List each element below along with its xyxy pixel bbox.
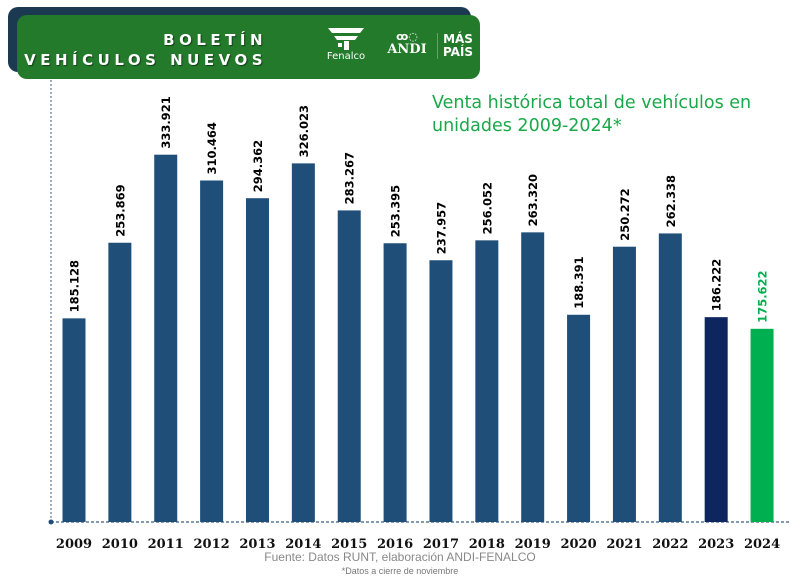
bar-2023 xyxy=(704,317,728,522)
bulletin-title-line2: VEHÍCULOS NUEVOS xyxy=(24,51,267,69)
x-tick-label-2010: 2010 xyxy=(102,537,138,552)
bar-2017 xyxy=(429,260,453,522)
bar-2018 xyxy=(475,240,499,522)
data-label-2011: 333.921 xyxy=(159,96,173,148)
bulletin-title-line1: BOLETÍN xyxy=(163,31,267,49)
x-tick-label-2017: 2017 xyxy=(423,537,459,552)
x-tick-label-2011: 2011 xyxy=(148,537,184,552)
x-tick-label-2024: 2024 xyxy=(744,537,780,552)
bulletin-title: BOLETÍN VEHÍCULOS NUEVOS xyxy=(24,30,267,70)
x-tick-label-2018: 2018 xyxy=(469,537,505,552)
data-label-2022: 262.338 xyxy=(664,175,678,227)
x-tick-label-2013: 2013 xyxy=(239,537,275,552)
data-label-2013: 294.362 xyxy=(251,140,265,192)
bar-2009 xyxy=(62,318,86,522)
fenalco-mark-icon xyxy=(328,28,364,50)
x-tick-label-2012: 2012 xyxy=(194,537,230,552)
x-tick-label-2022: 2022 xyxy=(652,537,688,552)
bar-2024 xyxy=(750,328,774,522)
mas-pais-logo: MÁS PAÍS xyxy=(437,33,478,59)
x-tick-label-2019: 2019 xyxy=(515,537,551,552)
bar-2019 xyxy=(521,232,545,522)
bar-2020 xyxy=(567,314,591,522)
data-label-2016: 253.395 xyxy=(389,185,403,237)
x-tick-label-2015: 2015 xyxy=(331,537,367,552)
data-label-2010: 253.869 xyxy=(113,184,127,236)
bar-2016 xyxy=(383,243,407,522)
andi-rings-icon: ꝏ◌ xyxy=(396,30,418,43)
data-footnote: *Datos a cierre de noviembre xyxy=(341,566,459,576)
data-label-2023: 186.222 xyxy=(710,259,724,311)
source-note: Fuente: Datos RUNT, elaboración ANDI-FEN… xyxy=(264,550,536,564)
x-tick-label-2021: 2021 xyxy=(606,537,642,552)
data-label-2014: 326.023 xyxy=(297,105,311,157)
x-tick-label-2023: 2023 xyxy=(698,537,734,552)
fenalco-logo: Fenalco xyxy=(320,25,372,62)
bar-2013 xyxy=(245,198,269,523)
data-label-2012: 310.464 xyxy=(205,122,219,174)
bar-2011 xyxy=(154,154,178,523)
x-tick-label-2016: 2016 xyxy=(377,537,413,552)
data-label-2018: 256.052 xyxy=(480,182,494,234)
data-label-2015: 283.267 xyxy=(343,152,357,204)
data-label-2024: 175.622 xyxy=(756,270,770,322)
x-tick-label-2020: 2020 xyxy=(560,537,596,552)
bar-2010 xyxy=(108,242,132,523)
data-label-2019: 263.320 xyxy=(526,174,540,226)
data-label-2017: 237.957 xyxy=(434,202,448,254)
bar-2021 xyxy=(612,246,636,522)
bar-2012 xyxy=(200,180,224,522)
data-label-2020: 188.391 xyxy=(572,256,586,308)
data-label-2009: 185.128 xyxy=(68,260,82,312)
x-tick-label-2009: 2009 xyxy=(56,537,92,552)
data-label-2021: 250.272 xyxy=(618,188,632,240)
bar-2014 xyxy=(291,163,315,522)
axis-origin-dot xyxy=(48,519,54,525)
bar-2015 xyxy=(337,210,361,522)
x-tick-label-2014: 2014 xyxy=(285,537,321,552)
andi-logo: ꝏ◌ ANDI xyxy=(383,31,431,57)
header-banner: BOLETÍN VEHÍCULOS NUEVOS Fenalco ꝏ◌ ANDI… xyxy=(17,15,480,79)
chart-title: Venta histórica total de vehículos en un… xyxy=(432,93,752,136)
bar-2022 xyxy=(658,233,682,522)
